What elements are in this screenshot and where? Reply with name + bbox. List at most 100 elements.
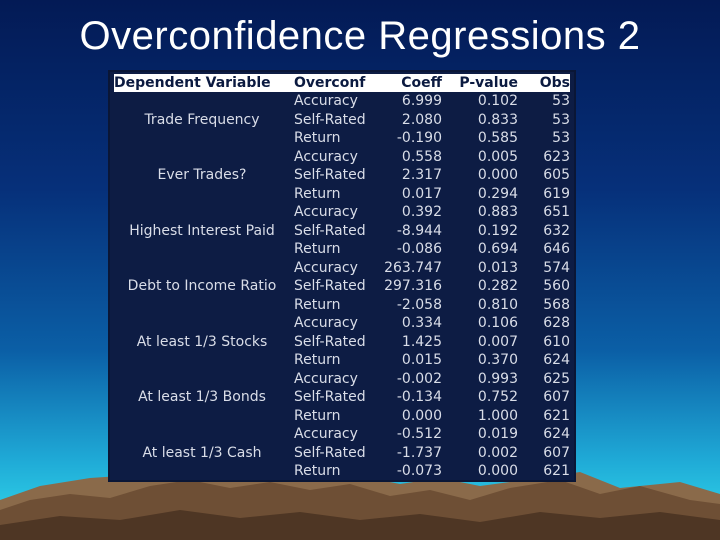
overconf-cell: Return — [294, 352, 341, 369]
table-row: Return 0.000 1.000 621 — [114, 407, 570, 426]
pvalue-cell: 1.000 — [477, 407, 518, 424]
overconf-cell: Accuracy — [294, 370, 358, 387]
pvalue-cell: 0.810 — [477, 296, 518, 313]
coeff-cell: -8.944 — [396, 222, 442, 239]
overconf-cell: Return — [294, 241, 341, 258]
dependent-variable-cell: Trade Frequency — [144, 111, 260, 128]
table-row: Return -0.190 0.585 53 — [114, 129, 570, 148]
coeff-cell: -2.058 — [396, 296, 442, 313]
obs-cell: 621 — [543, 407, 570, 424]
table-row: Self-Rated 1.425 0.007 610 — [114, 333, 570, 352]
coeff-cell: -0.512 — [396, 426, 442, 443]
dependent-variable-cell: Debt to Income Ratio — [127, 278, 277, 295]
table-row: Self-Rated 297.316 0.282 560 — [114, 277, 570, 296]
obs-cell: 607 — [543, 444, 570, 461]
overconf-cell: Return — [294, 130, 341, 147]
table-row: Return -0.086 0.694 646 — [114, 240, 570, 259]
pvalue-cell: 0.282 — [477, 278, 518, 295]
obs-cell: 624 — [543, 352, 570, 369]
table-row: Self-Rated -8.944 0.192 632 — [114, 222, 570, 241]
dependent-variable-cell: Ever Trades? — [157, 167, 247, 184]
overconf-cell: Self-Rated — [294, 444, 366, 461]
pvalue-cell: 0.993 — [477, 370, 518, 387]
table-row: Ever Trades? Accuracy 0.558 0.005 623 — [114, 148, 570, 184]
overconf-cell: Accuracy — [294, 426, 358, 443]
pvalue-cell: 0.102 — [477, 93, 518, 110]
obs-cell: 568 — [543, 296, 570, 313]
table-row: Return 0.015 0.370 624 — [114, 351, 570, 370]
coeff-cell: 0.558 — [401, 148, 442, 165]
table-row: At least 1/3 Cash Accuracy -0.512 0.019 … — [114, 425, 570, 461]
table-row: Return 0.017 0.294 619 — [114, 185, 570, 204]
pvalue-cell: 0.585 — [477, 130, 518, 147]
overconf-cell: Accuracy — [294, 259, 358, 276]
pvalue-cell: 0.005 — [477, 148, 518, 165]
pvalue-cell: 0.002 — [477, 444, 518, 461]
header-pvalue: P-value — [442, 74, 518, 92]
obs-cell: 53 — [552, 111, 570, 128]
mountain-shadow — [0, 510, 720, 540]
dependent-variable-cell: Highest Interest Paid — [129, 222, 275, 239]
obs-cell: 623 — [543, 148, 570, 165]
header-obs: Obs — [518, 74, 570, 92]
obs-cell: 574 — [543, 259, 570, 276]
coeff-cell: 0.334 — [401, 315, 442, 332]
regression-table-panel: Dependent Variable Overconf Coeff P-valu… — [108, 70, 576, 482]
header-coeff: Coeff — [380, 74, 442, 92]
overconf-cell: Self-Rated — [294, 111, 366, 128]
obs-cell: 625 — [543, 370, 570, 387]
pvalue-cell: 0.370 — [477, 352, 518, 369]
overconf-cell: Return — [294, 185, 341, 202]
obs-cell: 610 — [543, 333, 570, 350]
table-header-row: Dependent Variable Overconf Coeff P-valu… — [114, 74, 570, 92]
coeff-cell: 0.000 — [401, 407, 442, 424]
pvalue-cell: 0.752 — [477, 389, 518, 406]
pvalue-cell: 0.019 — [477, 426, 518, 443]
pvalue-cell: 0.694 — [477, 241, 518, 258]
coeff-cell: 0.017 — [401, 185, 442, 202]
table-row: Self-Rated 2.317 0.000 605 — [114, 166, 570, 185]
overconf-cell: Return — [294, 296, 341, 313]
overconf-cell: Self-Rated — [294, 167, 366, 184]
overconf-cell: Accuracy — [294, 315, 358, 332]
coeff-cell: -0.073 — [396, 463, 442, 480]
obs-cell: 607 — [543, 389, 570, 406]
table-row: Self-Rated -0.134 0.752 607 — [114, 388, 570, 407]
table-row: At least 1/3 Stocks Accuracy 0.334 0.106… — [114, 314, 570, 350]
overconf-cell: Accuracy — [294, 148, 358, 165]
slide-title: Overconfidence Regressions 2 — [79, 14, 641, 58]
pvalue-cell: 0.000 — [477, 463, 518, 480]
table-body: Trade Frequency Accuracy 6.999 0.102 53 … — [114, 92, 570, 481]
coeff-cell: 0.015 — [401, 352, 442, 369]
pvalue-cell: 0.294 — [477, 185, 518, 202]
coeff-cell: 1.425 — [401, 333, 442, 350]
coeff-cell: -0.134 — [396, 389, 442, 406]
coeff-cell: 263.747 — [384, 259, 442, 276]
regression-table: Dependent Variable Overconf Coeff P-valu… — [114, 74, 570, 481]
obs-cell: 628 — [543, 315, 570, 332]
obs-cell: 605 — [543, 167, 570, 184]
coeff-cell: -1.737 — [396, 444, 442, 461]
overconf-cell: Return — [294, 463, 341, 480]
obs-cell: 53 — [552, 93, 570, 110]
pvalue-cell: 0.192 — [477, 222, 518, 239]
dependent-variable-cell: At least 1/3 Cash — [142, 444, 262, 461]
coeff-cell: 0.392 — [401, 204, 442, 221]
obs-cell: 624 — [543, 426, 570, 443]
overconf-cell: Return — [294, 407, 341, 424]
overconf-cell: Accuracy — [294, 93, 358, 110]
dependent-variable-cell: At least 1/3 Stocks — [136, 333, 268, 350]
coeff-cell: 2.317 — [401, 167, 442, 184]
pvalue-cell: 0.000 — [477, 167, 518, 184]
table-row: Return -2.058 0.810 568 — [114, 296, 570, 315]
table-row: Debt to Income Ratio Accuracy 263.747 0.… — [114, 259, 570, 295]
obs-cell: 621 — [543, 463, 570, 480]
header-dependent-variable: Dependent Variable — [114, 74, 290, 92]
overconf-cell: Self-Rated — [294, 222, 366, 239]
obs-cell: 53 — [552, 130, 570, 147]
overconf-cell: Self-Rated — [294, 389, 366, 406]
obs-cell: 646 — [543, 241, 570, 258]
table-row: Return -0.073 0.000 621 — [114, 462, 570, 481]
coeff-cell: -0.086 — [396, 241, 442, 258]
